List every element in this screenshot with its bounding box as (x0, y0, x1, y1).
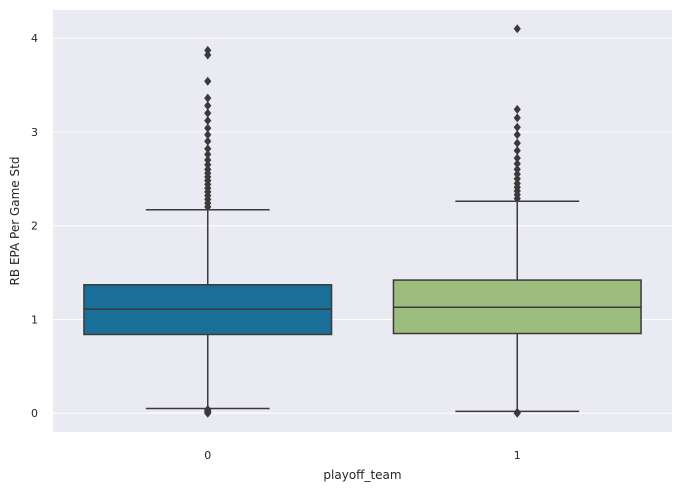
outlier-point (204, 149, 212, 159)
outlier-point (513, 178, 521, 188)
y-axis-label: RB EPA Per Game Std (8, 157, 22, 286)
outlier-point (204, 155, 212, 165)
x-axis-label: playoff_team (323, 468, 401, 482)
y-tick-label: 4 (31, 32, 38, 45)
outlier-point (513, 153, 521, 163)
outlier-point (204, 116, 212, 126)
outlier-point (513, 407, 521, 417)
outlier-point (204, 76, 212, 86)
outlier-point (204, 108, 212, 118)
tick-labels: 0 1 2 3 4 0 1 (31, 32, 521, 462)
outlier-point (204, 136, 212, 146)
outlier-point (513, 24, 521, 34)
box-group-0 (83, 45, 333, 418)
x-tick-label: 1 (514, 449, 521, 462)
outlier-point (513, 104, 521, 114)
outlier-point (513, 169, 521, 179)
outlier-point (204, 130, 212, 140)
outlier-point (204, 164, 212, 174)
outlier-point (513, 130, 521, 140)
y-tick-label: 2 (31, 220, 38, 233)
outlier-point (204, 160, 212, 170)
outlier-point (513, 113, 521, 123)
x-tick-label: 0 (204, 449, 211, 462)
boxes-layer (83, 24, 642, 418)
outlier-point (204, 144, 212, 154)
outlier-point (204, 45, 212, 55)
outlier-point (513, 164, 521, 174)
outlier-point (513, 122, 521, 132)
plot-area (53, 10, 672, 432)
outlier-point (513, 138, 521, 148)
outlier-point (513, 159, 521, 169)
y-tick-label: 0 (31, 407, 38, 420)
outlier-point (513, 174, 521, 184)
outlier-point (204, 123, 212, 133)
outlier-point (204, 404, 212, 414)
outlier-point (513, 146, 521, 156)
outlier-point (204, 101, 212, 111)
outlier-point (204, 93, 212, 103)
box-group-1 (392, 24, 642, 418)
y-tick-label: 1 (31, 313, 38, 326)
y-tick-label: 3 (31, 126, 38, 139)
outlier-point (204, 50, 212, 60)
